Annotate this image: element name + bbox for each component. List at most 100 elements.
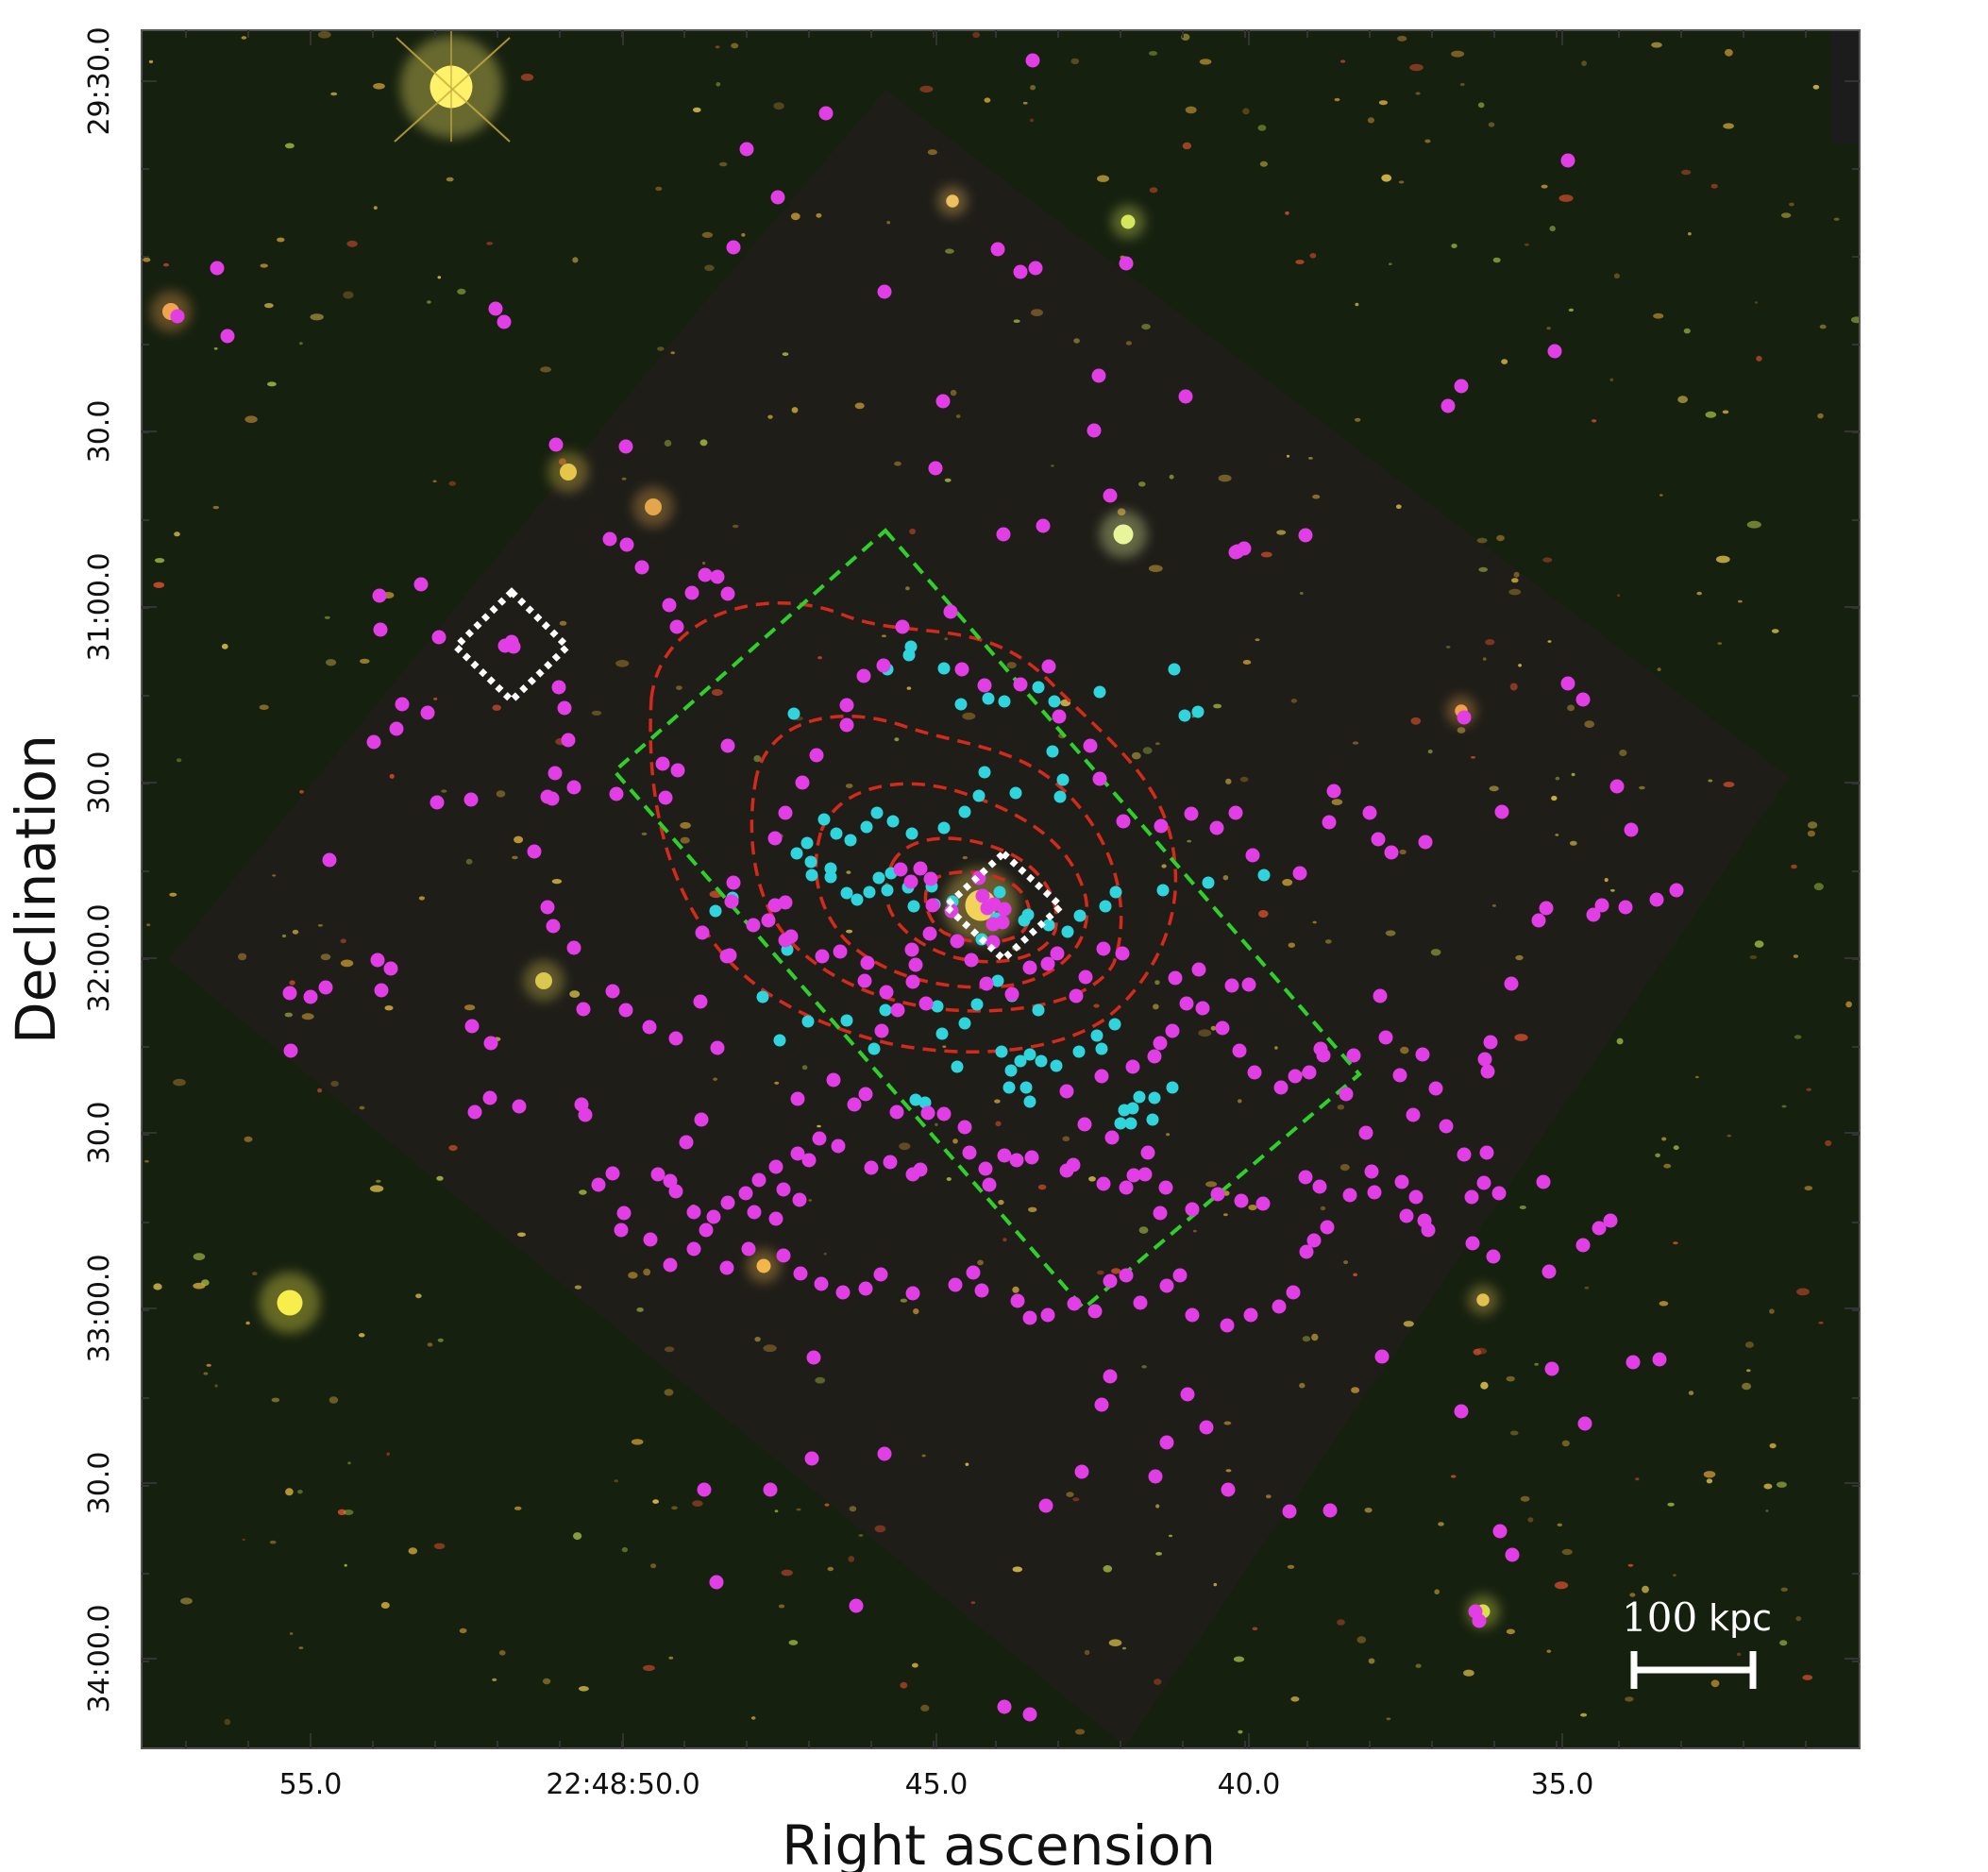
field-galaxy (1199, 59, 1212, 65)
magenta-point (889, 1105, 904, 1120)
magenta-point (858, 1087, 873, 1102)
field-galaxy (1514, 1034, 1528, 1041)
scale-bar-value: 100 (1622, 1594, 1697, 1641)
field-galaxy (1155, 742, 1160, 746)
magenta-point (566, 940, 581, 955)
magenta-point (1040, 956, 1055, 971)
field-galaxy (1213, 1582, 1218, 1587)
field-galaxy (1746, 520, 1761, 529)
magenta-point (790, 1091, 805, 1106)
field-galaxy (1125, 341, 1132, 346)
field-galaxy (343, 1509, 354, 1515)
magenta-point (1237, 541, 1252, 556)
magenta-point (895, 619, 910, 634)
field-galaxy (1427, 749, 1433, 754)
field-galaxy (193, 1253, 206, 1260)
field-galaxy (1580, 1712, 1588, 1717)
field-galaxy (492, 704, 501, 711)
magenta-point (1292, 866, 1307, 881)
magenta-point (874, 1023, 889, 1038)
magenta-point (1115, 946, 1130, 961)
magenta-point (809, 748, 824, 763)
field-galaxy (241, 36, 247, 40)
magenta-point (1140, 1145, 1155, 1160)
field-galaxy (950, 389, 957, 396)
magenta-point (1373, 988, 1388, 1003)
field-galaxy (277, 237, 285, 243)
magenta-point (548, 766, 563, 781)
field-galaxy (927, 149, 937, 156)
field-galaxy (433, 697, 438, 700)
field-galaxy (437, 1338, 444, 1342)
magenta-point (1454, 379, 1469, 394)
field-galaxy (1561, 1548, 1573, 1556)
magenta-point (1479, 1145, 1494, 1160)
magenta-point (220, 329, 235, 344)
magenta-point (761, 913, 776, 928)
field-galaxy (650, 1563, 657, 1569)
magenta-point (551, 680, 566, 695)
y-tick-label: 34:00.0 (83, 1604, 116, 1712)
magenta-point (904, 942, 919, 957)
magenta-point (693, 994, 708, 1009)
field-galaxy (1218, 474, 1232, 482)
magenta-point (1178, 389, 1193, 404)
field-galaxy (614, 1479, 618, 1483)
field-galaxy (788, 1640, 799, 1645)
field-galaxy (808, 1199, 812, 1202)
field-galaxy (909, 528, 916, 535)
magenta-point (303, 989, 318, 1004)
field-galaxy (389, 773, 395, 779)
contour-3 (814, 782, 1089, 989)
magenta-point (839, 698, 854, 713)
field-galaxy (1302, 1336, 1311, 1342)
field-galaxy (1096, 1270, 1104, 1275)
magenta-point (768, 1211, 783, 1226)
magenta-point (1078, 970, 1093, 985)
field-galaxy (1789, 202, 1794, 207)
field-galaxy (1311, 1333, 1319, 1341)
field-galaxy (457, 288, 466, 295)
field-galaxy (317, 1088, 323, 1093)
field-galaxy (153, 582, 165, 588)
field-galaxy (340, 938, 346, 944)
field-galaxy (143, 257, 151, 262)
field-galaxy (317, 31, 331, 39)
magenta-point (936, 1106, 952, 1122)
field-galaxy (1825, 1139, 1832, 1147)
field-galaxy (965, 1462, 969, 1466)
magenta-point (527, 844, 542, 859)
field-galaxy (670, 351, 675, 355)
field-galaxy (796, 1508, 801, 1511)
field-galaxy (1619, 750, 1627, 756)
magenta-point (1320, 1220, 1335, 1235)
magenta-point (720, 1195, 735, 1210)
field-galaxy (1389, 262, 1392, 266)
magenta-point (1083, 738, 1098, 753)
field-galaxy (977, 1259, 984, 1266)
magenta-point (1126, 1168, 1141, 1183)
field-galaxy (1223, 1421, 1232, 1425)
field-galaxy (212, 505, 220, 510)
field-galaxy (1093, 1003, 1100, 1008)
field-galaxy (1688, 1391, 1694, 1395)
field-galaxy (1771, 629, 1779, 633)
field-galaxy (1213, 703, 1222, 709)
field-galaxy (1022, 101, 1028, 105)
cyan-point (830, 827, 843, 840)
bright-source (560, 464, 577, 481)
field-galaxy (289, 980, 295, 986)
field-galaxy (972, 31, 981, 39)
magenta-point (669, 619, 684, 634)
magenta-point (1116, 814, 1131, 829)
magenta-point (1022, 1707, 1037, 1722)
magenta-point (1394, 1174, 1409, 1189)
field-galaxy (1290, 1696, 1300, 1702)
field-galaxy (1546, 1649, 1552, 1653)
cyan-point (937, 821, 951, 835)
bright-source (645, 498, 662, 515)
cyan-point (1050, 1059, 1063, 1072)
field-galaxy (1013, 319, 1020, 324)
field-galaxy (1710, 1679, 1720, 1688)
field-galaxy (774, 1081, 780, 1085)
